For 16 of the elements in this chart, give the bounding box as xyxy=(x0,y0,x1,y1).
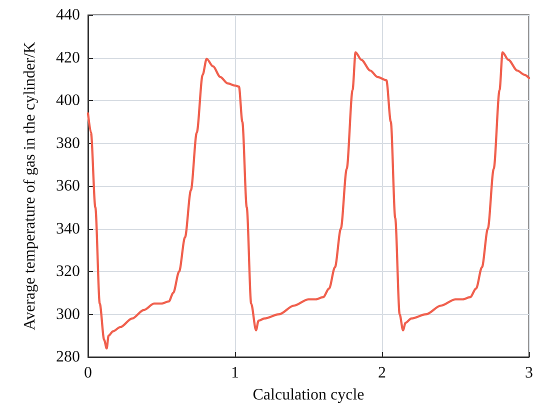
x-tick-label: 1 xyxy=(231,364,239,382)
y-tick-label: 440 xyxy=(56,6,80,24)
x-tick-label: 3 xyxy=(525,364,533,382)
x-tick-label: 2 xyxy=(378,364,386,382)
y-tick-label: 400 xyxy=(56,92,80,109)
y-tick-label: 360 xyxy=(56,178,80,194)
y-axis-title: Average temperature of gas in the cylinder/K xyxy=(22,41,38,330)
line-series xyxy=(86,51,530,350)
y-tick-label: 280 xyxy=(56,348,80,366)
y-tick-label: 320 xyxy=(56,263,80,280)
y-tick-label: 420 xyxy=(56,49,80,66)
y-tick-label: 300 xyxy=(56,306,80,323)
y-tick-label: 380 xyxy=(56,134,80,152)
x-tick-label: 0 xyxy=(84,364,92,382)
x-axis-title: Calculation cycle xyxy=(252,386,364,404)
y-tick-label: 340 xyxy=(56,220,80,238)
